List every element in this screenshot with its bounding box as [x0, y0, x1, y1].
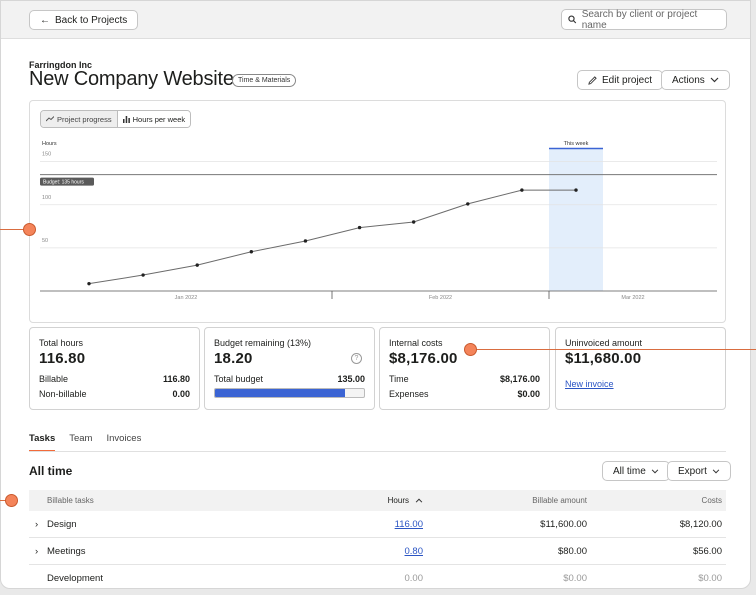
help-icon[interactable]: ?: [351, 353, 362, 364]
data-point: [303, 239, 308, 243]
table-row[interactable]: › Meetings 0.80 $80.00 $56.00: [29, 538, 726, 565]
chevron-down-icon: [651, 468, 659, 473]
top-bar: ← Back to Projects Search by client or p…: [1, 1, 750, 39]
data-point: [195, 263, 199, 267]
data-point: [141, 273, 145, 277]
annotation-line: [0, 229, 24, 230]
annotation-marker: [464, 343, 477, 356]
data-point: [357, 225, 362, 230]
search-input[interactable]: Search by client or project name: [561, 9, 727, 31]
chevron-right-icon[interactable]: ›: [35, 519, 39, 530]
pencil-icon: [588, 75, 597, 85]
table-row: Development 0.00 $0.00 $0.00: [47, 573, 722, 584]
y-tick-label: 100: [42, 195, 51, 201]
data-point: [520, 188, 524, 192]
tab-hours-per-week[interactable]: Hours per week: [117, 111, 191, 127]
header-billable-tasks: Billable tasks: [47, 496, 94, 505]
budget-remaining-card: Budget remaining (13%) 18.20 ? Total bud…: [204, 327, 375, 410]
tab-tasks[interactable]: Tasks: [29, 433, 56, 452]
this-week-highlight: [549, 148, 603, 291]
budget-remaining-value: 18.20: [214, 350, 253, 367]
annotation-line: [0, 500, 8, 501]
tab-team[interactable]: Team: [69, 433, 93, 444]
budget-progress-bar: [214, 388, 365, 398]
back-to-projects-button[interactable]: ← Back to Projects: [29, 10, 139, 30]
tab-invoices[interactable]: Invoices: [106, 433, 142, 444]
data-point: [466, 202, 470, 206]
budget-remaining-label: Budget remaining (13%): [214, 338, 312, 348]
data-point: [87, 281, 91, 286]
x-tick-label: Jan 2022: [175, 295, 198, 301]
uninvoiced-amount-card: Uninvoiced amount $11,680.00 New invoice: [555, 327, 726, 410]
y-tick-label: 150: [42, 152, 51, 158]
hours-link[interactable]: 0.80: [404, 546, 424, 557]
bar-chart-icon: [122, 115, 130, 123]
actions-dropdown[interactable]: Actions: [661, 70, 730, 90]
y-axis-label: Hours: [42, 141, 57, 147]
line-chart-icon: [46, 116, 54, 122]
header-hours[interactable]: Hours: [388, 490, 423, 511]
chart-panel: This week Hours 50 100 150 Budget: 135 hours J…: [29, 100, 726, 323]
page-title: New Company Website: [29, 68, 234, 90]
tabs-divider: [29, 451, 726, 452]
total-hours-label: Total hours: [39, 338, 84, 348]
data-point: [249, 250, 254, 254]
internal-costs-value: $8,176.00: [389, 350, 458, 367]
chevron-right-icon[interactable]: ›: [35, 546, 39, 557]
this-week-label: This week: [564, 141, 589, 147]
annotation-line: [476, 349, 756, 350]
hours-link[interactable]: 116.00: [394, 519, 423, 530]
uninvoiced-amount-label: Uninvoiced amount: [565, 338, 643, 348]
annotation-marker: [23, 223, 36, 236]
chart-view-toggle: Project progress Hours per week: [40, 110, 192, 128]
tab-project-progress[interactable]: Project progress: [41, 111, 118, 127]
section-title: All time: [29, 464, 73, 478]
data-point: [411, 220, 416, 224]
new-invoice-link[interactable]: New invoice: [565, 379, 614, 389]
budget-tag: [40, 177, 94, 186]
header-costs: Costs: [701, 496, 722, 505]
billing-type-badge: Time & Materials: [232, 74, 297, 87]
chevron-down-icon: [710, 77, 719, 83]
summary-cards: Total hours 116.80 Billable 116.80 Non-bi…: [29, 327, 726, 410]
export-dropdown[interactable]: Export: [667, 461, 731, 481]
arrow-left-icon: ←: [40, 14, 50, 26]
project-progress-chart: This week Hours 50 100 150 Budget: 135 hours J…: [40, 141, 717, 301]
period-dropdown[interactable]: All time: [602, 461, 670, 481]
chevron-down-icon: [712, 468, 720, 473]
section-tabs: Tasks Team Invoices: [29, 433, 141, 452]
budget-progress-fill: [215, 389, 345, 397]
y-tick-label: 50: [42, 238, 48, 244]
client-name: Farringdon Inc: [29, 60, 92, 70]
data-point: [574, 188, 578, 192]
annotation-marker: [5, 494, 18, 507]
header-billable-amount: Billable amount: [532, 496, 587, 505]
budget-label: Budget: 135 hours: [43, 180, 84, 186]
series-line: [88, 189, 576, 285]
internal-costs-card: Internal costs $8,176.00 Time $8,176.00 E…: [379, 327, 550, 410]
total-hours-card: Total hours 116.80 Billable 116.80 Non-bi…: [29, 327, 200, 410]
x-tick-label: Feb 2022: [429, 295, 452, 301]
sort-up-icon: [415, 498, 423, 503]
search-icon: [568, 15, 577, 24]
total-hours-value: 116.80: [39, 350, 86, 367]
edit-project-button[interactable]: Edit project: [577, 70, 664, 90]
table-header: Billable tasks Hours Billable amount Cos…: [29, 490, 726, 511]
internal-costs-label: Internal costs: [389, 338, 443, 348]
x-tick-label: Mar 2022: [621, 295, 644, 301]
uninvoiced-amount-value: $11,680.00: [565, 350, 642, 367]
table-row[interactable]: › Design 116.00 $11,600.00 $8,120.00: [29, 511, 726, 538]
